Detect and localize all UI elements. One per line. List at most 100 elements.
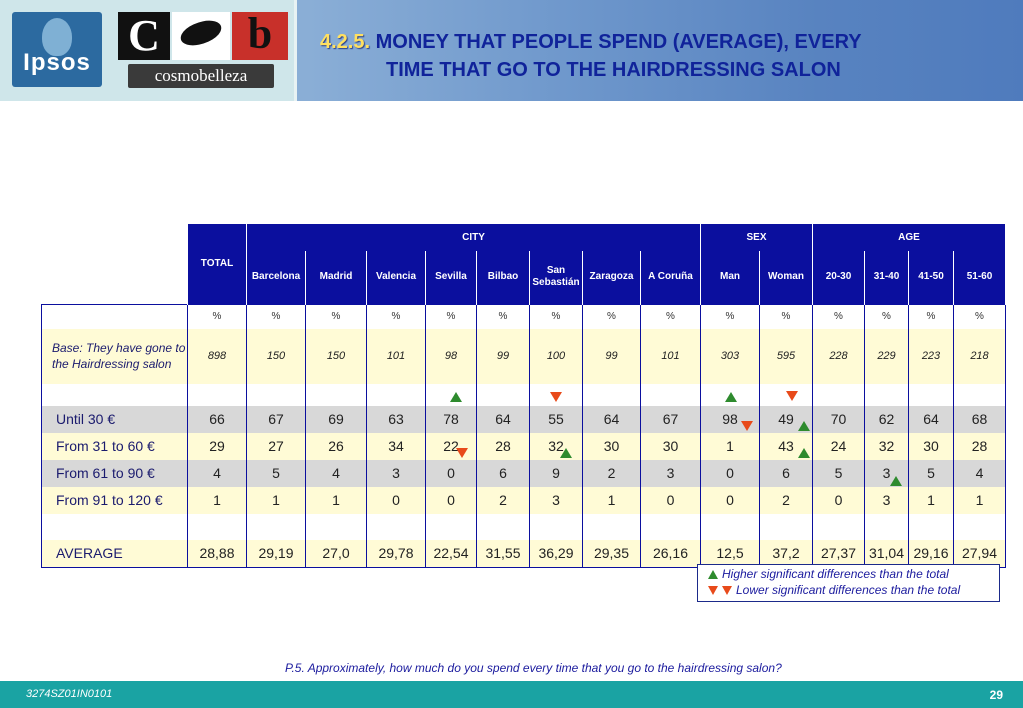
table-cell: 30 bbox=[908, 432, 954, 460]
spacer-cell bbox=[529, 383, 583, 406]
spacer-cell bbox=[529, 513, 583, 540]
table-cell: 62 bbox=[864, 405, 909, 433]
table-cell: 32 bbox=[529, 432, 583, 460]
triangle-down-icon bbox=[708, 586, 718, 596]
header-col: Zaragoza bbox=[582, 251, 641, 304]
triangle-up-icon bbox=[725, 391, 737, 402]
table-cell: 5 bbox=[812, 459, 865, 487]
row-label: From 91 to 120 € bbox=[41, 486, 188, 514]
question-caption: P.5. Approximately, how much do you spen… bbox=[285, 661, 782, 675]
spacer-cell bbox=[187, 383, 247, 406]
header-col: Man bbox=[700, 251, 760, 304]
header-col: Woman bbox=[759, 251, 813, 304]
header-group-sex: SEX bbox=[700, 224, 813, 251]
table-cell: 64 bbox=[908, 405, 954, 433]
title-line-2: TIME THAT GO TO THE HAIRDRESSING SALON bbox=[386, 59, 841, 81]
logo-panel: Ipsos C b cosmobelleza bbox=[0, 0, 297, 101]
table-cell: 28 bbox=[476, 432, 530, 460]
table-cell: 0 bbox=[640, 486, 701, 514]
average-value: 22,54 bbox=[425, 539, 477, 568]
table-cell: 1 bbox=[305, 486, 367, 514]
table-body: %%%%%%%%%%%%%%% Base: They have gone to t… bbox=[41, 303, 1006, 568]
legend-higher: Higher significant differences than the … bbox=[708, 566, 949, 582]
row-label: Until 30 € bbox=[41, 405, 188, 433]
table-cell: 0 bbox=[366, 486, 426, 514]
spacer-cell bbox=[582, 513, 641, 540]
footer-bar: 3274SZ01IN0101 29 bbox=[0, 681, 1023, 708]
pct-cell: % bbox=[425, 303, 477, 329]
pct-cell: % bbox=[246, 303, 306, 329]
spacer-cell bbox=[305, 513, 367, 540]
header-col: Sevilla bbox=[425, 251, 477, 304]
base-label: Base: They have gone to the Hairdressing… bbox=[41, 328, 188, 384]
legend-lower: Lower significant differences than the t… bbox=[708, 582, 960, 598]
header-col: 20-30 bbox=[812, 251, 865, 304]
spacer-cell bbox=[864, 383, 909, 406]
average-value: 29,35 bbox=[582, 539, 641, 568]
header-col: A Coruña bbox=[640, 251, 701, 304]
average-value: 29,16 bbox=[908, 539, 954, 568]
pct-cell: % bbox=[640, 303, 701, 329]
table-cell: 43 bbox=[759, 432, 813, 460]
pct-cell: % bbox=[953, 303, 1006, 329]
table-cell: 0 bbox=[425, 486, 477, 514]
base-value: 100 bbox=[529, 328, 583, 384]
page-number: 29 bbox=[989, 688, 1003, 702]
base-value: 595 bbox=[759, 328, 813, 384]
header-col: 51-60 bbox=[953, 251, 1006, 304]
spacer-cell bbox=[476, 383, 530, 406]
question-prefix: P.5. bbox=[285, 661, 305, 675]
base-value: 223 bbox=[908, 328, 954, 384]
ipsos-face-icon bbox=[42, 18, 72, 56]
pct-cell: % bbox=[476, 303, 530, 329]
table-cell: 0 bbox=[812, 486, 865, 514]
table-cell: 2 bbox=[476, 486, 530, 514]
triangle-down-icon bbox=[722, 586, 732, 596]
average-value: 37,2 bbox=[759, 539, 813, 568]
pct-cell: % bbox=[864, 303, 909, 329]
pct-cell: % bbox=[529, 303, 583, 329]
spacer-cell bbox=[425, 513, 477, 540]
average-value: 26,16 bbox=[640, 539, 701, 568]
table-cell: 9 bbox=[529, 459, 583, 487]
average-value: 31,55 bbox=[476, 539, 530, 568]
table-cell: 24 bbox=[812, 432, 865, 460]
base-value: 218 bbox=[953, 328, 1006, 384]
header-col: San Sebastián bbox=[529, 251, 583, 304]
table-cell: 5 bbox=[246, 459, 306, 487]
spacer-cell bbox=[582, 383, 641, 406]
triangle-up-icon bbox=[708, 570, 718, 580]
spacer-cell bbox=[246, 383, 306, 406]
table-cell: 70 bbox=[812, 405, 865, 433]
triangle-down-icon bbox=[550, 391, 562, 402]
table-cell: 3 bbox=[640, 459, 701, 487]
row-label: From 61 to 90 € bbox=[41, 459, 188, 487]
cb-logo-middle bbox=[172, 12, 230, 60]
average-value: 29,78 bbox=[366, 539, 426, 568]
spacer-cell bbox=[366, 383, 426, 406]
header-group-age: AGE bbox=[812, 224, 1006, 251]
pct-cell: % bbox=[582, 303, 641, 329]
spacer-cell bbox=[41, 383, 188, 406]
table-cell: 32 bbox=[864, 432, 909, 460]
table-cell: 78 bbox=[425, 405, 477, 433]
table-cell: 6 bbox=[476, 459, 530, 487]
table-cell: 68 bbox=[953, 405, 1006, 433]
spacer-cell bbox=[908, 383, 954, 406]
table-cell: 30 bbox=[640, 432, 701, 460]
average-value: 27,37 bbox=[812, 539, 865, 568]
significance-legend: Higher significant differences than the … bbox=[697, 564, 1000, 602]
triangle-up-icon bbox=[560, 447, 572, 458]
triangle-up-icon bbox=[450, 391, 462, 402]
triangle-down-icon bbox=[741, 420, 753, 431]
spacer-cell bbox=[812, 383, 865, 406]
pct-cell: % bbox=[908, 303, 954, 329]
average-label: AVERAGE bbox=[41, 539, 188, 568]
triangle-down-icon bbox=[786, 390, 798, 401]
title-line-1: MONEY THAT PEOPLE SPEND (AVERAGE), EVERY bbox=[375, 31, 862, 53]
table-cell: 4 bbox=[953, 459, 1006, 487]
header-col: Bilbao bbox=[476, 251, 530, 304]
spacer-cell bbox=[425, 383, 477, 406]
base-value: 150 bbox=[305, 328, 367, 384]
pct-label-cell bbox=[41, 303, 188, 329]
